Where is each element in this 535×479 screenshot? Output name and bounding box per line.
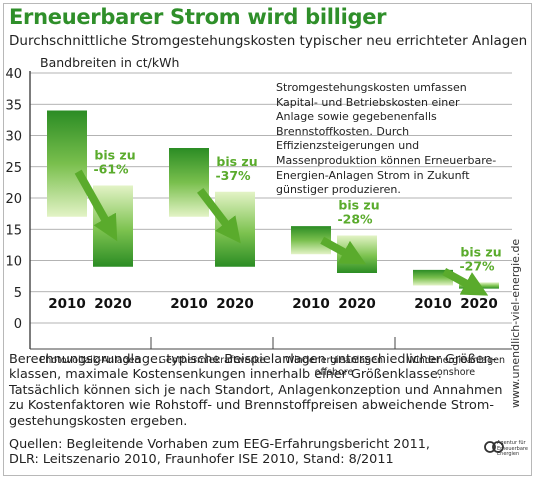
y-tick-label: 40 xyxy=(5,67,22,82)
reduction-label: bis zu xyxy=(94,148,135,163)
y-tick-label: 25 xyxy=(5,161,22,176)
explanation-note: Stromgestehungskosten umfassen Kapital- … xyxy=(276,81,497,197)
year-tick-label: 2020 xyxy=(338,296,376,312)
year-tick-label: 2010 xyxy=(414,296,452,312)
year-tick-label: 2010 xyxy=(170,296,208,312)
reduction-arrow-icon xyxy=(320,236,367,265)
year-tick-label: 2020 xyxy=(216,296,254,312)
reduction-value: -61% xyxy=(93,162,129,177)
range-bar-2010 xyxy=(47,110,87,217)
range-bar-2010 xyxy=(169,148,209,217)
y-tick-label: 0 xyxy=(14,317,22,332)
category-label: offshore xyxy=(315,367,354,378)
chart-subtitle: Durchschnittliche Stromgestehungskosten … xyxy=(9,33,528,49)
y-tick-label: 15 xyxy=(5,223,22,238)
agency-logo-icon xyxy=(484,441,504,453)
y-tick-label: 5 xyxy=(14,286,22,301)
reduction-arrow-icon xyxy=(74,169,118,242)
reduction-arrow-icon xyxy=(197,187,241,244)
reduction-value: -27% xyxy=(459,258,495,273)
year-tick-label: 2020 xyxy=(460,296,498,312)
sources-text: Quellen: Begleitende Vorhaben zum EEG-Er… xyxy=(9,437,430,468)
chart-title: Erneuerbarer Strom wird billiger xyxy=(9,5,387,29)
category-label: Photovoltaik-Anlagen xyxy=(40,355,141,366)
y-tick-label: 20 xyxy=(5,192,22,207)
y-tick-label: 35 xyxy=(5,98,22,113)
category-label: Windenergieanlagen xyxy=(407,355,505,366)
range-bar-2020 xyxy=(215,191,255,267)
y-tick-label: 10 xyxy=(5,255,22,270)
y-tick-label: 30 xyxy=(5,130,22,145)
reduction-label: bis zu xyxy=(460,244,501,259)
reduction-label: bis zu xyxy=(338,198,379,213)
year-tick-label: 2010 xyxy=(48,296,86,312)
category-label: Geothermiekraftwerke xyxy=(159,355,266,366)
website-url[interactable]: www.unendlich-viel-energie.de xyxy=(509,238,522,408)
calculation-basis-text: Berechnungsgrundlage: typische Beispiela… xyxy=(9,352,503,429)
reduction-value: -37% xyxy=(215,168,251,183)
y-axis-unit-label: Bandbreiten in ct/kWh xyxy=(40,55,180,70)
category-label: onshore xyxy=(437,367,475,378)
year-tick-label: 2020 xyxy=(94,296,132,312)
reduction-value: -28% xyxy=(337,212,373,227)
category-label: Windenergieanlagen xyxy=(285,355,383,366)
reduction-label: bis zu xyxy=(216,154,257,169)
reduction-arrow-icon xyxy=(442,267,489,296)
year-tick-label: 2010 xyxy=(292,296,330,312)
chart-frame xyxy=(3,3,532,476)
agency-logo-text: Agentur für Erneuerbare Energien xyxy=(497,440,528,457)
